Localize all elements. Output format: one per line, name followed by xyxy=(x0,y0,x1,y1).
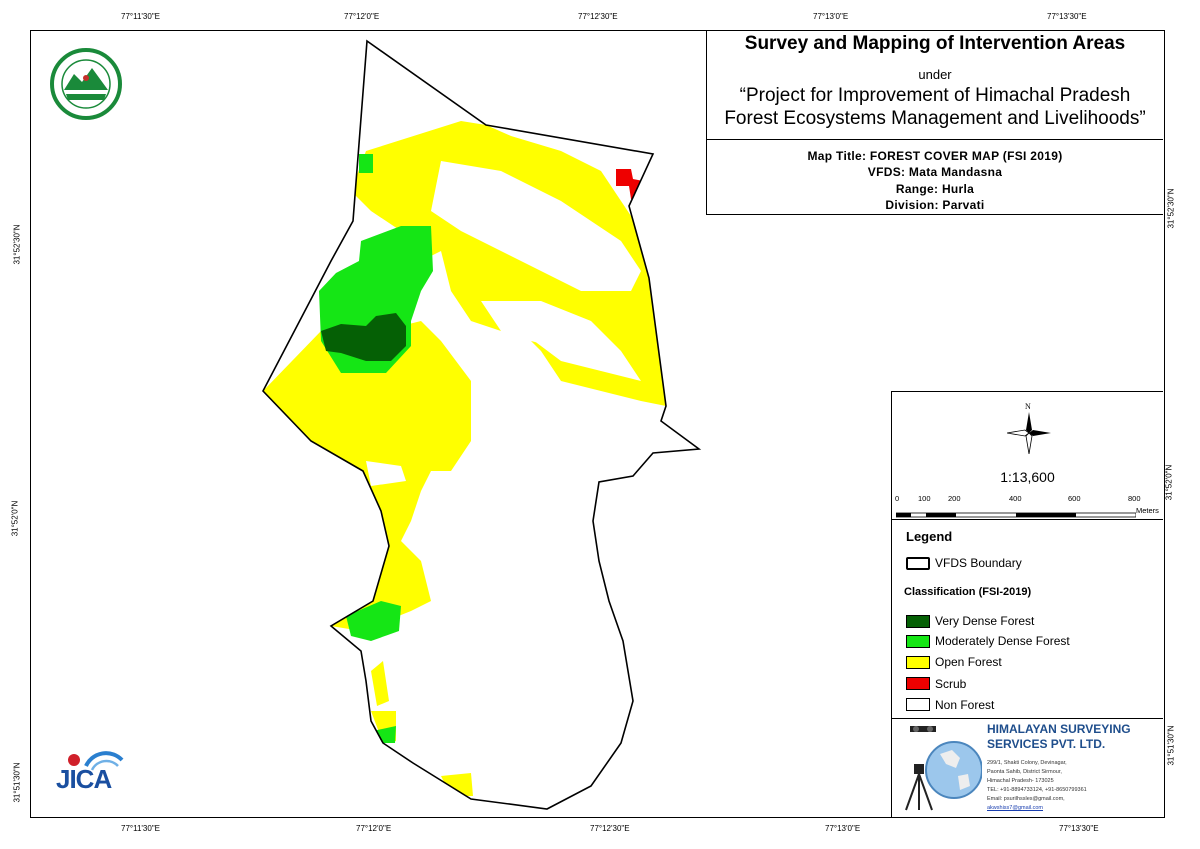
map-title-line: Map Title: FOREST COVER MAP (FSI 2019) xyxy=(807,149,1063,163)
left-coord-3: 31°51'30"N xyxy=(12,762,22,803)
company-address-4: TEL: +91-8894733124, +91-8650799361 xyxy=(987,787,1087,793)
vfds-boundary xyxy=(262,39,702,810)
scale-unit: Meters xyxy=(1136,506,1159,515)
left-coord-1: 31°52'30"N xyxy=(12,224,22,265)
forest-department-logo xyxy=(42,48,130,120)
company-email-link-row: akwshiss7@gmail.com xyxy=(987,805,1043,811)
right-coord-2: 31°52'0"N xyxy=(1164,464,1174,501)
legend-label-very-dense: Very Dense Forest xyxy=(935,614,1035,628)
left-coord-2: 31°52'0"N xyxy=(10,500,20,537)
top-coord-3: 77°12'30"E xyxy=(578,12,618,21)
company-address-2: Paonta Sahib, District Sirmour, xyxy=(987,769,1062,775)
scale-label-800: 800 xyxy=(1128,494,1141,503)
company-address-3: Himachal Pradesh- 173025 xyxy=(987,778,1054,784)
jica-logo: JICA xyxy=(56,744,126,804)
title-divider xyxy=(707,139,1163,140)
right-coord-3: 31°51'30"N xyxy=(1166,725,1176,766)
forest-cover-map xyxy=(262,39,702,810)
scale-ratio: 1:13,600 xyxy=(1000,469,1055,485)
legend-label-scrub: Scrub xyxy=(935,677,967,691)
legend-swatch-open xyxy=(906,656,930,669)
top-coord-2: 77°12'0"E xyxy=(344,12,380,21)
legend-divider xyxy=(892,519,1163,520)
north-arrow-icon xyxy=(1007,412,1051,454)
title-box: Survey and Mapping of Intervention Areas… xyxy=(706,31,1163,215)
project-title-line-1: “Project for Improvement of Himachal Pra… xyxy=(739,85,1131,106)
scale-label-100: 100 xyxy=(918,494,931,503)
range-line: Range: Hurla xyxy=(895,182,975,196)
bottom-coord-4: 77°13'0"E xyxy=(825,824,861,833)
bottom-coord-2: 77°12'0"E xyxy=(356,824,392,833)
map-main-title: Survey and Mapping of Intervention Areas xyxy=(744,33,1126,54)
non-forest-gaps xyxy=(366,161,641,486)
company-email-link[interactable]: akwshiss7@gmail.com xyxy=(987,805,1044,811)
scale-label-400: 400 xyxy=(1009,494,1022,503)
legend-title: Legend xyxy=(906,529,953,544)
top-coord-4: 77°13'0"E xyxy=(813,12,849,21)
bottom-coord-3: 77°12'30"E xyxy=(590,824,630,833)
right-coord-1: 31°52'30"N xyxy=(1166,188,1176,229)
project-title-line-2: Forest Ecosystems Management and Livelih… xyxy=(724,108,1146,129)
company-name-line-2: SERVICES PVT. LTD. xyxy=(987,737,1106,751)
company-address-1: 299/1, Shakti Colony, Devinagar, xyxy=(987,760,1067,766)
top-coord-5: 77°13'30"E xyxy=(1047,12,1087,21)
vfds-line: VFDS: Mata Mandasna xyxy=(867,165,1003,179)
legend-label-non-forest: Non Forest xyxy=(935,698,995,712)
company-name-line-1: HIMALAYAN SURVEYING xyxy=(987,722,1131,736)
title-under-text: under xyxy=(918,67,952,82)
north-label: N xyxy=(1025,402,1031,411)
company-logo xyxy=(900,724,983,812)
legend-swatch-non-forest xyxy=(906,698,930,711)
classification-title: Classification (FSI-2019) xyxy=(904,586,1032,598)
scale-label-200: 200 xyxy=(948,494,961,503)
jica-text: JICA xyxy=(56,764,112,794)
legend-label-moderately-dense: Moderately Dense Forest xyxy=(935,634,1070,648)
north-arrow: N xyxy=(1007,402,1051,454)
legend-label-open: Open Forest xyxy=(935,655,1002,669)
bottom-coord-5: 77°13'30"E xyxy=(1059,824,1099,833)
scale-label-0: 0 xyxy=(895,494,900,503)
division-line: Division: Parvati xyxy=(885,198,985,212)
bottom-coord-1: 77°11'30"E xyxy=(121,824,161,833)
legend-swatch-very-dense xyxy=(906,615,930,628)
scale-label-600: 600 xyxy=(1068,494,1081,503)
legend-swatch-boundary xyxy=(906,557,930,570)
scale-bar xyxy=(895,506,1137,518)
legend-panel: N 1:13,600 0 100 200 400 600 800 Meters … xyxy=(891,391,1163,817)
top-coord-1: 77°11'30"E xyxy=(121,12,161,21)
legend-swatch-moderately-dense xyxy=(906,635,930,648)
company-address-5: Email: psurilhssles@gmail.com, xyxy=(987,796,1065,802)
legend-swatch-scrub xyxy=(906,677,930,690)
company-divider xyxy=(892,718,1163,719)
very-dense-forest-areas xyxy=(321,313,406,361)
legend-label-boundary: VFDS Boundary xyxy=(935,556,1022,570)
